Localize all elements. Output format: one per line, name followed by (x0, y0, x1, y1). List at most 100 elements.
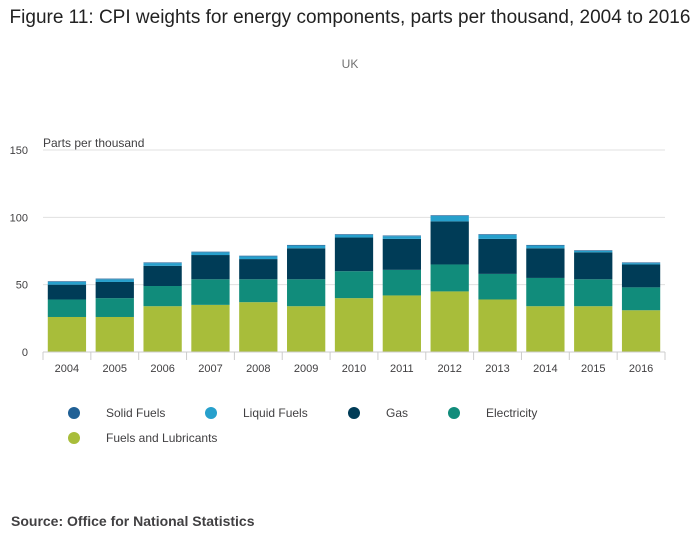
bar-fuels-and-lubricants-2014[interactable] (526, 306, 565, 352)
bar-gas-2004[interactable] (47, 284, 87, 300)
legend-label-fuels-and-lubricants: Fuels and Lubricants (106, 431, 218, 445)
bar-solid-fuels-2004[interactable] (47, 281, 87, 282)
x-tick-label: 2012 (437, 363, 461, 375)
bar-fuels-and-lubricants-2015[interactable] (574, 306, 613, 352)
bar-electricity-2008[interactable] (239, 279, 278, 303)
bar-solid-fuels-2012[interactable] (430, 215, 469, 216)
legend-swatch-solid-fuels (68, 407, 80, 419)
y-tick-label: 150 (10, 145, 28, 157)
bar-electricity-2005[interactable] (95, 298, 134, 317)
bar-solid-fuels-2007[interactable] (191, 251, 230, 253)
bar-liquid-fuels-2004[interactable] (47, 281, 87, 285)
x-tick-label: 2005 (103, 363, 127, 375)
x-tick-label: 2007 (198, 363, 222, 375)
bar-solid-fuels-2015[interactable] (574, 250, 613, 251)
y-tick-label: 100 (10, 212, 28, 224)
bar-solid-fuels-2005[interactable] (95, 278, 134, 280)
bar-electricity-2009[interactable] (287, 279, 326, 307)
bar-fuels-and-lubricants-2005[interactable] (95, 316, 134, 352)
bar-liquid-fuels-2013[interactable] (478, 234, 517, 239)
bar-fuels-and-lubricants-2011[interactable] (382, 295, 421, 352)
bar-solid-fuels-2016[interactable] (621, 262, 661, 264)
bar-gas-2011[interactable] (382, 238, 421, 270)
bar-electricity-2012[interactable] (430, 264, 469, 292)
bar-gas-2014[interactable] (526, 248, 565, 278)
x-tick-label: 2011 (390, 363, 414, 375)
bar-solid-fuels-2014[interactable] (526, 244, 565, 246)
x-tick-label: 2013 (485, 363, 509, 375)
y-axis-label: Parts per thousand (43, 136, 144, 150)
x-tick-label: 2016 (629, 363, 653, 375)
bar-fuels-and-lubricants-2016[interactable] (621, 310, 661, 352)
legend-swatch-liquid-fuels (205, 407, 217, 419)
bar-solid-fuels-2010[interactable] (334, 234, 374, 235)
bar-gas-2012[interactable] (430, 221, 469, 265)
bar-fuels-and-lubricants-2012[interactable] (430, 291, 469, 352)
x-tick-label: 2008 (246, 363, 270, 375)
bar-liquid-fuels-2005[interactable] (95, 279, 134, 282)
x-tick-label: 2015 (581, 363, 605, 375)
bar-gas-2005[interactable] (95, 281, 134, 299)
bar-liquid-fuels-2012[interactable] (430, 215, 469, 222)
legend-label-gas: Gas (386, 406, 409, 420)
bar-solid-fuels-2006[interactable] (143, 262, 182, 264)
x-axis-ticks: 2004 2005 2006 2007 2008 2009 2010 2011 2012 2013… (42, 351, 666, 375)
bar-solid-fuels-2013[interactable] (478, 234, 517, 235)
bar-liquid-fuels-2006[interactable] (143, 263, 182, 266)
x-tick-label: 2010 (342, 363, 366, 375)
bar-gas-2010[interactable] (334, 237, 374, 272)
bar-fuels-and-lubricants-2008[interactable] (239, 302, 278, 352)
bar-liquid-fuels-2008[interactable] (239, 256, 278, 260)
bar-gas-2007[interactable] (191, 255, 230, 280)
chart-subtitle: UK (341, 57, 359, 71)
bar-liquid-fuels-2014[interactable] (526, 245, 565, 249)
bar-electricity-2011[interactable] (382, 269, 421, 296)
x-tick-label: 2009 (294, 363, 318, 375)
bar-solid-fuels-2011[interactable] (382, 235, 421, 237)
bar-solid-fuels-2009[interactable] (287, 244, 326, 246)
legend-swatch-electricity (448, 407, 460, 419)
bars (47, 215, 661, 352)
bar-gas-2013[interactable] (478, 238, 517, 274)
bar-gas-2015[interactable] (574, 252, 613, 280)
bar-gas-2016[interactable] (621, 264, 661, 288)
x-tick-label: 2004 (55, 363, 79, 375)
bar-fuels-and-lubricants-2009[interactable] (287, 306, 326, 352)
bar-liquid-fuels-2007[interactable] (191, 252, 230, 256)
chart-title: Figure 11: CPI weights for energy compon… (9, 7, 691, 28)
bar-gas-2006[interactable] (143, 265, 182, 287)
bar-solid-fuels-2008[interactable] (239, 255, 278, 257)
legend-label-liquid-fuels: Liquid Fuels (243, 406, 308, 420)
bar-liquid-fuels-2015[interactable] (574, 251, 613, 253)
bar-electricity-2016[interactable] (621, 287, 661, 311)
bar-liquid-fuels-2009[interactable] (287, 245, 326, 249)
legend-label-solid-fuels: Solid Fuels (106, 406, 166, 420)
bar-liquid-fuels-2010[interactable] (334, 234, 374, 238)
x-tick-label: 2014 (533, 363, 557, 375)
bar-electricity-2015[interactable] (574, 279, 613, 307)
bar-gas-2008[interactable] (239, 259, 278, 280)
legend-swatch-gas (348, 407, 360, 419)
bar-fuels-and-lubricants-2004[interactable] (47, 316, 87, 352)
x-tick-label: 2006 (150, 363, 174, 375)
bar-electricity-2013[interactable] (478, 273, 517, 300)
bar-electricity-2006[interactable] (143, 286, 182, 307)
source-note: Source: Office for National Statistics (11, 513, 255, 529)
y-axis-ticks: 0 50 100 150 (10, 145, 28, 359)
bar-fuels-and-lubricants-2013[interactable] (478, 299, 517, 352)
y-tick-label: 0 (22, 347, 28, 359)
bar-electricity-2007[interactable] (191, 279, 230, 305)
bar-fuels-and-lubricants-2006[interactable] (143, 306, 182, 352)
bar-fuels-and-lubricants-2007[interactable] (191, 304, 230, 352)
legend-swatch-fuels-and-lubricants (68, 432, 80, 444)
legend-label-electricity: Electricity (486, 406, 538, 420)
bar-liquid-fuels-2011[interactable] (382, 236, 421, 239)
bar-gas-2009[interactable] (287, 248, 326, 280)
y-tick-label: 50 (16, 280, 28, 292)
bar-electricity-2010[interactable] (334, 271, 374, 299)
bar-liquid-fuels-2016[interactable] (621, 263, 661, 265)
bar-electricity-2014[interactable] (526, 277, 565, 307)
bar-electricity-2004[interactable] (47, 299, 87, 317)
bar-fuels-and-lubricants-2010[interactable] (334, 298, 374, 352)
